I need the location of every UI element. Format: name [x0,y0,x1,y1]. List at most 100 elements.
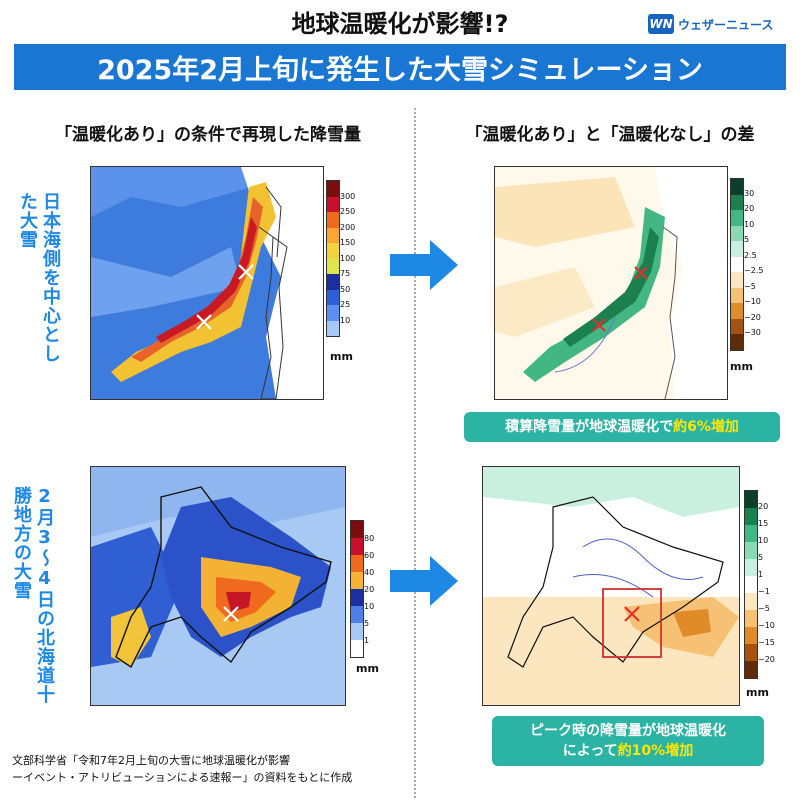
colorbar-tick-label: 300 [340,191,356,201]
colorbar-tick-label: 1 [758,569,764,579]
colorbar-segment [350,572,364,589]
colorbar-segment [326,196,340,212]
colorbar-tick-label: −15 [758,637,775,647]
colorbar-tick-label: 80 [364,533,375,543]
left-column-heading: 「温暖化あり」の条件で再現した降雪量 [55,125,361,145]
colorbar-segment [350,623,364,640]
colorbar-segment [744,542,758,559]
colorbar-tick-label: −1 [758,586,770,596]
colorbar-segment [730,178,744,195]
colorbar-segment [350,555,364,572]
cross-marker-icon [624,606,640,622]
logo-mark: WN [648,14,674,34]
colorbar-tick-label: −20 [758,654,775,664]
colorbar-segment [730,225,744,241]
colorbar-segment [730,241,744,257]
page-top-title: 地球温暖化が影響!? [291,10,509,38]
colorbar-segment [744,559,758,576]
colorbar-segment [326,289,340,305]
colorbar-tick-label: −30 [744,328,761,338]
colorbar-tick-label: 10 [340,315,351,325]
callout-accumulated-snowfall: 積算降雪量が地球温暖化で約6%増加 [464,412,780,442]
cross-marker-icon [223,606,239,622]
colorbar-segment [744,490,758,508]
colorbar-tick-label: 5 [744,235,750,245]
colorbar-segment [350,606,364,623]
colorbar-segment [350,589,364,606]
unit-label-bottom-right: mm [746,686,769,699]
callout-top-highlight: 約6%増加 [673,419,739,435]
colorbar-tick-label: −20 [744,312,761,322]
colorbar-tick-label: 10 [364,601,375,611]
unit-label-top-left: mm [330,350,353,363]
row2-side-label: 2月3～4日の北海道十勝地方の大雪 [6,486,56,711]
colorbar-segment [744,661,758,679]
colorbar-bottom-left [350,520,364,658]
colorbar-tick-label: 75 [340,269,351,279]
column-divider [414,108,416,798]
brand-logo: WN ウェザーニュース [648,14,773,34]
title-banner: 2025年2月上旬に発生した大雪シミュレーション [14,44,786,90]
colorbar-segment [730,194,744,210]
arrow-right-icon [390,556,458,606]
logo-text: ウェザーニュース [678,17,774,32]
colorbar-tick-label: 50 [340,284,351,294]
row1-side-label: 日本海側を中心とした大雪 [17,192,61,363]
colorbar-top-right [730,178,744,351]
colorbar-segment [730,272,744,288]
colorbar-tick-label: 100 [340,253,356,263]
colorbar-tick-label: 250 [340,207,356,217]
colorbar-tick-label: 20 [364,584,375,594]
unit-label-top-right: mm [730,360,753,373]
map-diff-japan-sea-side [494,166,728,400]
colorbar-tick-label: 200 [340,222,356,232]
colorbar-top-left [326,180,340,337]
colorbar-segment [730,287,744,303]
colorbar-segment [326,258,340,274]
colorbar-tick-label: 30 [744,188,755,198]
colorbar-segment [350,538,364,555]
source-note: 文部科学省「令和7年2月上旬の大雪に地球温暖化が影響 ーイベント・アトリビューシ… [12,752,352,786]
callout-peak-snowfall: ピーク時の降雪量が地球温暖化 によって約10%増加 [492,716,764,766]
colorbar-segment [730,210,744,226]
colorbar-segment [326,212,340,228]
colorbar-tick-label: 25 [340,300,351,310]
colorbar-segment [326,320,340,337]
source-line-2: ーイベント・アトリビューションによる速報ー」の資料をもとに作成 [12,771,353,784]
map-snowfall-hokkaido [90,466,346,706]
callout-bottom-highlight: 約10%増加 [617,743,694,759]
row2-side-label-text: 2月3～4日の北海道十勝地方の大雪 [11,486,55,704]
colorbar-tick-label: 10 [758,535,769,545]
colorbar-segment [744,610,758,627]
colorbar-segment [730,318,744,334]
colorbar-segment [730,256,744,272]
colorbar-segment [326,180,340,197]
colorbar-tick-label: 5 [758,552,764,562]
colorbar-segment [350,640,364,658]
colorbar-segment [730,334,744,351]
colorbar-bottom-right [744,490,758,679]
colorbar-tick-label: 20 [744,204,755,214]
colorbar-tick-label: 60 [364,550,375,560]
cross-marker-icon [196,264,254,330]
colorbar-tick-label: 5 [364,618,370,628]
colorbar-tick-label: −2.5 [744,266,764,276]
colorbar-segment [350,520,364,538]
cross-marker-icon [592,266,648,332]
colorbar-tick-label: −10 [758,620,775,630]
colorbar-segment [326,227,340,243]
colorbar-segment [744,508,758,525]
colorbar-tick-label: 40 [364,567,375,577]
map-diff-hokkaido [482,466,740,706]
arrow-right-icon [390,240,458,290]
source-line-1: 文部科学省「令和7年2月上旬の大雪に地球温暖化が影響 [12,754,290,767]
colorbar-tick-label: 150 [340,238,356,248]
colorbar-tick-label: −5 [758,603,770,613]
unit-label-bottom-left: mm [356,662,379,675]
colorbar-segment [326,305,340,321]
colorbar-segment [744,593,758,610]
colorbar-segment [744,525,758,542]
colorbar-tick-label: 2.5 [744,250,757,260]
colorbar-segment [730,303,744,319]
callout-bottom-line1: ピーク時の降雪量が地球温暖化 [530,723,726,739]
